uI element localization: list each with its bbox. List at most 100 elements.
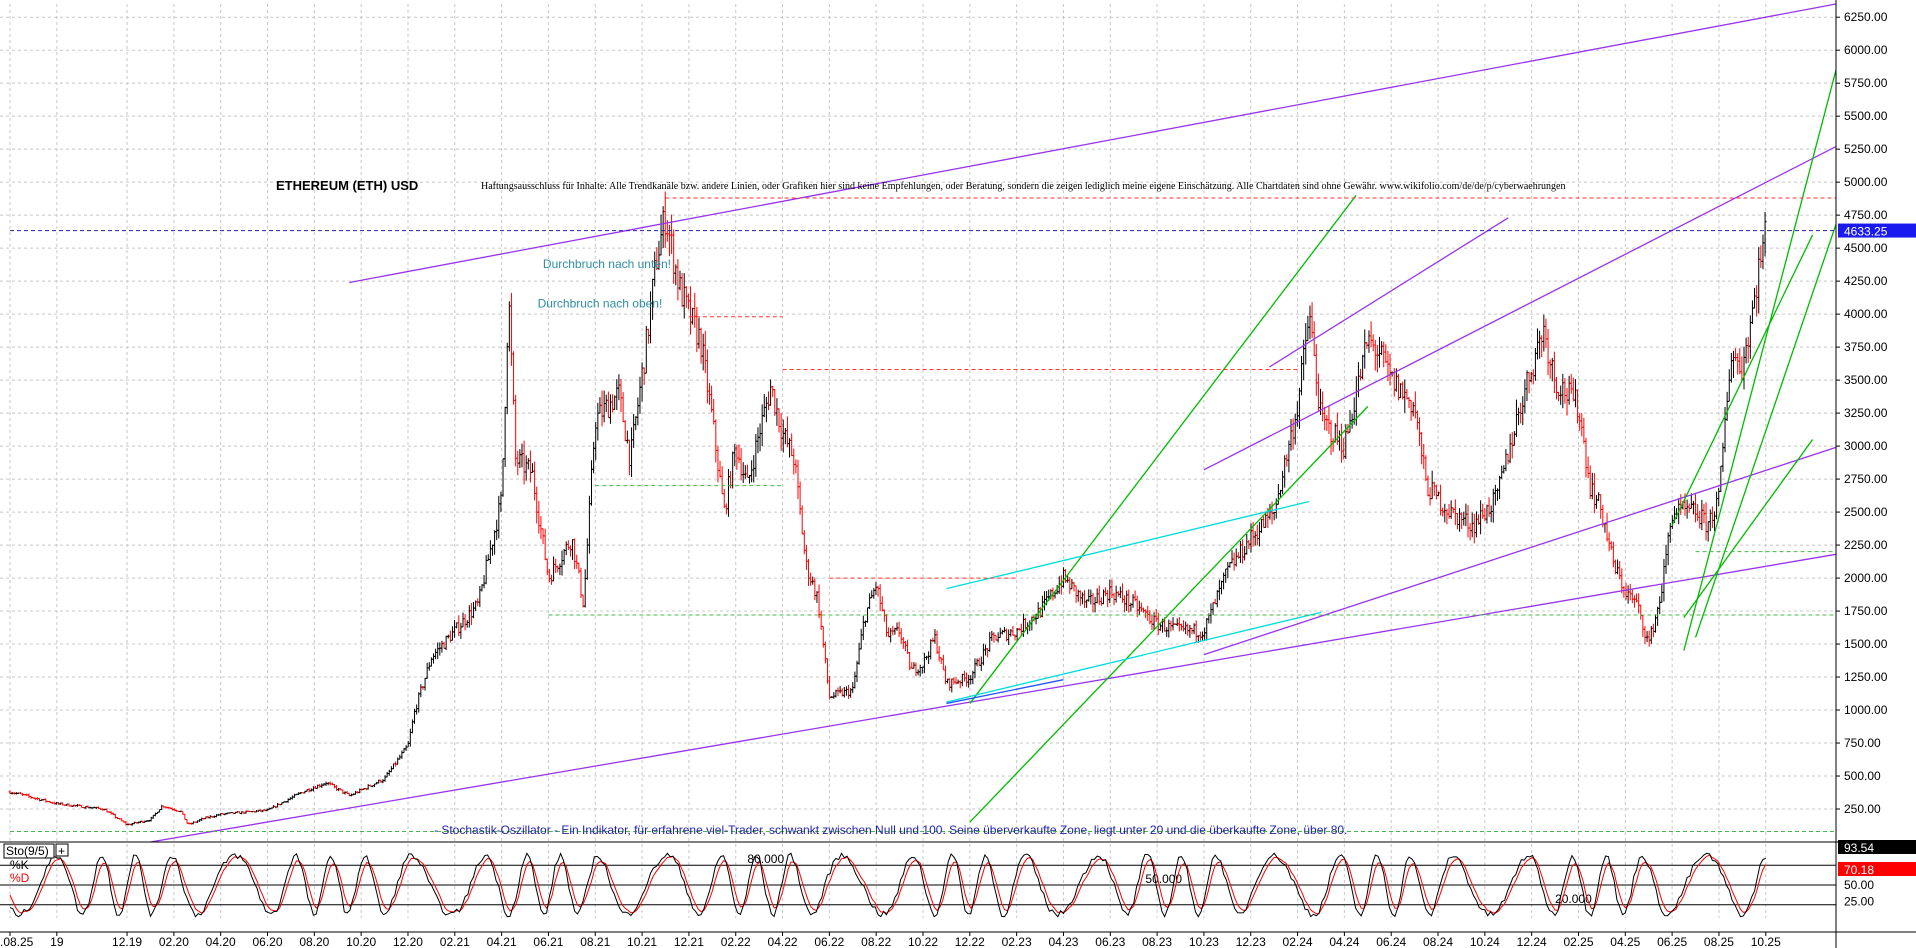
x-tick-label: 04.22 xyxy=(768,935,798,948)
k-label: %K xyxy=(10,858,29,872)
y-tick-label: 3500.00 xyxy=(1844,373,1888,387)
x-tick-label: 10.24 xyxy=(1470,935,1500,948)
osc-label-box: Sto(9/5) + %K %D xyxy=(3,843,69,885)
x-tick-label: 02.21 xyxy=(440,935,470,948)
x-tick-label: 02.24 xyxy=(1283,935,1313,948)
d-label: %D xyxy=(10,871,30,885)
current-price-tag: 4633.25 xyxy=(1838,223,1916,239)
x-tick-label: 08.24 xyxy=(1423,935,1453,948)
trend-line xyxy=(1671,234,1814,526)
x-tick-label: 08.25 xyxy=(1704,935,1734,948)
osc-label: Sto(9/5) xyxy=(6,844,49,858)
x-tick-label: 06.23 xyxy=(1095,935,1125,948)
x-tick-label: 10.23 xyxy=(1189,935,1219,948)
osc-k-line xyxy=(9,852,1766,918)
y-tick-label: 5500.00 xyxy=(1844,109,1888,123)
trend-line xyxy=(1683,69,1837,651)
trend-line xyxy=(1203,145,1837,471)
x-tick-label: 10.21 xyxy=(627,935,657,948)
y-tick-label: 2250.00 xyxy=(1844,538,1888,552)
x-tick-label: 02.20 xyxy=(159,935,189,948)
current-price-value: 4633.25 xyxy=(1844,225,1888,239)
y-tick-label: 2500.00 xyxy=(1844,505,1888,519)
y-tick-label: 5000.00 xyxy=(1844,175,1888,189)
trend-line xyxy=(969,406,1369,823)
trend-line xyxy=(1269,217,1509,368)
trend-line xyxy=(946,611,1322,703)
y-tick-label: 1750.00 xyxy=(1844,604,1888,618)
x-tick-label: 02.22 xyxy=(721,935,751,948)
x-tick-label: 08.22 xyxy=(861,935,891,948)
osc-tick-label: 50.00 xyxy=(1844,878,1874,892)
x-tick-label: 02.23 xyxy=(1002,935,1032,948)
y-tick-label: 750.00 xyxy=(1844,736,1881,750)
x-tick-label: 06.24 xyxy=(1376,935,1406,948)
x-tick-label: 08.20 xyxy=(299,935,329,948)
osc-tick-label: 25.00 xyxy=(1844,895,1874,909)
y-tick-label: 500.00 xyxy=(1844,769,1881,783)
x-tick-label: 12.19 xyxy=(112,935,142,948)
trend-line xyxy=(946,679,1064,705)
x-tick-label: 08.21 xyxy=(580,935,610,948)
x-tick-label: 04.25 xyxy=(1610,935,1640,948)
x-tick-label: 04.23 xyxy=(1048,935,1078,948)
trend-line xyxy=(969,194,1357,704)
x-tick-label: 12.22 xyxy=(955,935,985,948)
x-tick-label: 02.25 xyxy=(1563,935,1593,948)
x-tick-label: 12.24 xyxy=(1517,935,1547,948)
x-tick-label: 13.08.25 xyxy=(0,935,34,948)
x-tick-label: 12.21 xyxy=(674,935,704,948)
oscillator-note: - Stochastik-Oszillator - Ein Indikator,… xyxy=(434,823,1347,837)
y-tick-label: 4250.00 xyxy=(1844,274,1888,288)
osc-level-label: 80.000 xyxy=(747,852,784,866)
d-value: 70.18 xyxy=(1844,863,1874,877)
x-tick-label: 19 xyxy=(50,935,64,948)
y-tick-label: 4000.00 xyxy=(1844,307,1888,321)
y-axis: 6250.00 6000.00 5750.00 5500.00 5250.00 5000.… xyxy=(1835,0,1888,948)
x-tick-label: 06.22 xyxy=(814,935,844,948)
osc-expand-button[interactable] xyxy=(55,843,69,857)
y-tick-label: 3750.00 xyxy=(1844,340,1888,354)
trend-line xyxy=(946,500,1310,590)
y-tick-label: 1000.00 xyxy=(1844,703,1888,717)
trend-line xyxy=(1203,446,1837,656)
trend-line xyxy=(349,3,1837,284)
x-tick-label: 06.21 xyxy=(533,935,563,948)
x-tick-label: 06.25 xyxy=(1657,935,1687,948)
x-tick-label: 12.20 xyxy=(393,935,423,948)
y-tick-label: 4750.00 xyxy=(1844,208,1888,222)
y-tick-label: 1500.00 xyxy=(1844,637,1888,651)
x-tick-label: 10.25 xyxy=(1751,935,1781,948)
y-tick-label: 3000.00 xyxy=(1844,439,1888,453)
x-axis: 13.08.25 19 12.19 02.20 04.20 06.20 08.20 10.20… xyxy=(0,931,1916,948)
annotation-text: Durchbruch nach oben! xyxy=(538,297,663,311)
x-tick-label: 10.20 xyxy=(346,935,376,948)
x-tick-label: 04.21 xyxy=(487,935,517,948)
y-tick-label: 6250.00 xyxy=(1844,10,1888,24)
y-tick-label: 5750.00 xyxy=(1844,76,1888,90)
x-tick-label: 12.23 xyxy=(1236,935,1266,948)
osc-level-label: 20.000 xyxy=(1555,892,1592,906)
plus-icon: + xyxy=(58,844,65,858)
y-tick-label: 1250.00 xyxy=(1844,670,1888,684)
y-tick-label: 250.00 xyxy=(1844,802,1881,816)
annotation-text: Durchbruch nach unten! xyxy=(543,257,671,271)
y-tick-label: 6000.00 xyxy=(1844,43,1888,57)
chart-title: ETHEREUM (ETH) USD xyxy=(276,178,418,193)
grid-layer xyxy=(0,4,1836,918)
x-tick-label: 04.24 xyxy=(1329,935,1359,948)
x-tick-label: 06.20 xyxy=(252,935,282,948)
k-value-tag: 93.54 xyxy=(1838,840,1916,855)
trend-line xyxy=(150,553,1837,843)
y-tick-label: 3250.00 xyxy=(1844,406,1888,420)
y-tick-label: 4500.00 xyxy=(1844,241,1888,255)
trendlines: Durchbruch nach unten! Durchbruch nach ob… xyxy=(10,3,1837,843)
price-series xyxy=(8,191,1767,826)
disclaimer-text: Haftungsausschluss für Inhalte: Alle Tre… xyxy=(481,181,1566,192)
trend-line xyxy=(1683,439,1814,619)
x-tick-label: 10.22 xyxy=(908,935,938,948)
y-tick-label: 2000.00 xyxy=(1844,571,1888,585)
y-tick-label: 5250.00 xyxy=(1844,142,1888,156)
